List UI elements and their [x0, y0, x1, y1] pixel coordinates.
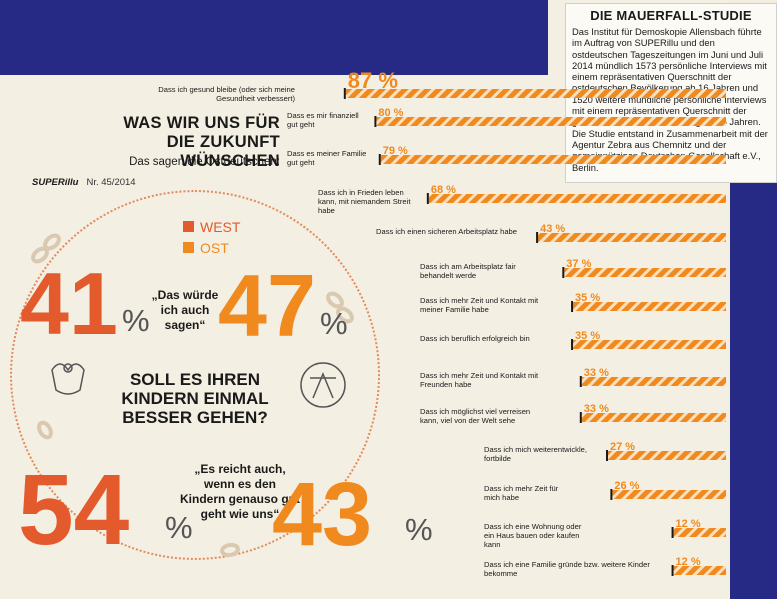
bar-6	[564, 268, 726, 277]
bar-start-marker-2	[374, 116, 377, 127]
bar-value-label-5: 43 %	[540, 223, 565, 235]
answer-same-quote: „Das würde ich auch sagen“	[151, 288, 219, 332]
eagle-emblem-icon	[51, 363, 85, 395]
ost-same-value: 47	[218, 256, 316, 355]
bar-category-label-5: Dass ich einen sicheren Arbeitsplatz hab…	[376, 227, 517, 236]
headline-line-1: WAS WIR UNS FÜR	[123, 114, 280, 132]
survey-circle	[10, 190, 380, 560]
bar-value-label-13: 12 %	[676, 518, 701, 530]
bar-start-marker-7	[571, 301, 574, 312]
bar-value-label-6: 37 %	[566, 258, 591, 270]
navy-background-right	[730, 180, 777, 599]
bar-category-label-8: Dass ich beruflich erfolgreich bin	[420, 334, 530, 343]
west-same-percent: %	[122, 303, 150, 338]
west-enough-value: 54	[18, 454, 130, 566]
bar-category-label-9: Dass ich mehr Zeit und Kontakt mit Freun…	[420, 371, 539, 389]
bar-start-marker-14	[671, 565, 674, 576]
bar-start-marker-8	[571, 339, 574, 350]
legend-ost: OST	[183, 237, 240, 258]
bar-start-marker-10	[579, 412, 582, 423]
bar-12	[612, 490, 726, 499]
bar-category-label-4: Dass ich in Frieden leben kann, mit niem…	[318, 188, 411, 215]
ost-enough-percent: %	[405, 512, 433, 547]
bar-1	[345, 89, 726, 98]
bar-value-label-4: 68 %	[431, 184, 456, 196]
bar-13	[673, 528, 726, 537]
bar-value-label-14: 12 %	[676, 556, 701, 568]
bar-start-marker-4	[426, 193, 429, 204]
bar-start-marker-1	[343, 88, 346, 99]
issue-number: Nr. 45/2014	[86, 177, 136, 188]
ost-same-percent: %	[320, 306, 348, 341]
bar-start-marker-12	[610, 489, 613, 500]
bar-category-label-11: Dass ich mich weiterentwickle, fortbilde	[484, 445, 587, 463]
bar-category-label-7: Dass ich mehr Zeit und Kontakt mit meine…	[420, 296, 539, 314]
bar-9	[581, 377, 726, 386]
bar-category-label-3: Dass es meiner Familie gut geht	[287, 149, 367, 167]
bar-category-label-10: Dass ich möglichst viel verreisen kann, …	[420, 407, 531, 425]
west-enough-percent: %	[165, 510, 193, 545]
question: SOLL ES IHREN KINDERN EINMAL BESSER GEHE…	[121, 370, 269, 427]
bar-8	[573, 340, 726, 349]
bar-value-label-3: 79 %	[383, 145, 408, 157]
bar-11	[608, 451, 726, 460]
bar-category-label-14: Dass ich eine Familie gründe bzw. weiter…	[484, 560, 650, 578]
chain-decoration-icon	[31, 233, 354, 558]
bar-start-marker-11	[606, 450, 609, 461]
bar-value-label-9: 33 %	[584, 367, 609, 379]
bar-7	[573, 302, 726, 311]
legend-west: WEST	[183, 216, 240, 237]
bar-start-marker-6	[562, 267, 565, 278]
ost-enough-value: 43	[272, 465, 373, 565]
bar-value-label-8: 35 %	[575, 330, 600, 342]
legend-west-label: WEST	[200, 218, 241, 235]
bar-value-label-11: 27 %	[610, 441, 635, 453]
west-same-value: 41	[20, 254, 118, 353]
bar-10	[581, 413, 726, 422]
bar-14	[673, 566, 726, 575]
bar-value-label-7: 35 %	[575, 292, 600, 304]
bar-category-label-1: Dass ich gesund bleibe (oder sich meine …	[158, 85, 295, 103]
bar-start-marker-5	[536, 232, 539, 243]
legend-ost-label: OST	[200, 239, 229, 256]
bar-category-label-6: Dass ich am Arbeitsplatz fair behandelt …	[420, 262, 516, 280]
answer-enough-quote: „Es reicht auch, wenn es den Kindern gen…	[180, 462, 300, 521]
bar-value-label-10: 33 %	[584, 403, 609, 415]
navy-background-top	[0, 0, 548, 75]
info-title: DIE MAUERFALL-STUDIE	[590, 8, 752, 23]
legend-west-swatch	[183, 221, 194, 232]
bar-5	[538, 233, 726, 242]
bar-value-label-1: 87 %	[348, 68, 398, 93]
hammer-compass-emblem-icon	[300, 362, 346, 408]
bar-start-marker-9	[579, 376, 582, 387]
bar-2	[376, 117, 726, 126]
bar-category-label-13: Dass ich eine Wohnung oder ein Haus baue…	[484, 522, 582, 549]
bar-value-label-12: 26 %	[614, 480, 639, 492]
headline-line-2: DIE ZUKUNFT WÜNSCHEN	[166, 133, 280, 170]
brand-line: SUPERillu Nr. 45/2014	[32, 177, 136, 188]
bar-4	[428, 194, 726, 203]
bar-start-marker-13	[671, 527, 674, 538]
bar-category-label-12: Dass ich mehr Zeit für mich habe	[484, 484, 559, 502]
legend: WEST OST	[183, 216, 240, 258]
brand-name: SUPERillu	[32, 177, 79, 188]
bar-start-marker-3	[378, 154, 381, 165]
headline-subtitle: Das sagen die Ostdeutschen:	[129, 156, 280, 168]
headline: WAS WIR UNS FÜR DIE ZUKUNFT WÜNSCHEN	[115, 114, 280, 171]
legend-ost-swatch	[183, 242, 194, 253]
bar-value-label-2: 80 %	[378, 107, 403, 119]
bar-category-label-2: Dass es mir finanziell gut geht	[287, 111, 359, 129]
bar-3	[380, 155, 726, 164]
